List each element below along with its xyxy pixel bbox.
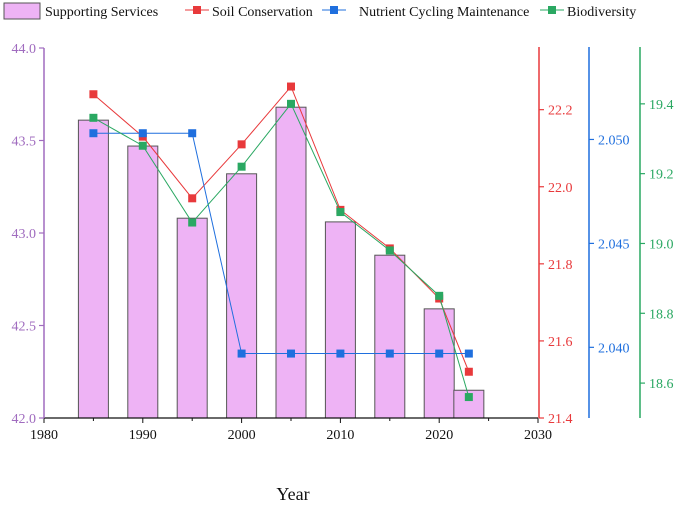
biodiversity-y-tick-label-18.8: 18.8 [649, 307, 674, 322]
legend-label-nutrient-cycling: Nutrient Cycling Maintenance [359, 5, 529, 20]
soil-conservation-y-tick-label-22.2: 22.2 [548, 104, 573, 119]
legend-marker-soil-conservation [193, 6, 201, 14]
point-nutrient-cycling-1985 [89, 129, 98, 138]
point-biodiversity-2010 [336, 208, 345, 217]
point-soil-conservation-1995 [188, 194, 197, 203]
nutrient-cycling-y-tick-label-2.045: 2.045 [598, 237, 630, 252]
point-biodiversity-2000 [237, 162, 246, 171]
x-axis-title: Year [276, 484, 309, 504]
legend-marker-biodiversity [548, 6, 556, 14]
legend-marker-nutrient-cycling [330, 6, 338, 14]
biodiversity-y-tick-label-19.0: 19.0 [649, 237, 674, 252]
point-biodiversity-2015 [385, 246, 394, 255]
soil-conservation-y-tick-label-22.0: 22.0 [548, 181, 573, 196]
legend-label-soil-conservation: Soil Conservation [212, 5, 313, 20]
bars-layer [77, 106, 485, 419]
left-y-tick-label-43.0: 43.0 [12, 227, 37, 242]
point-soil-conservation-1985 [89, 90, 98, 99]
point-nutrient-cycling-2000 [237, 349, 246, 358]
nutrient-cycling-y-tick-label-2.050: 2.050 [598, 133, 630, 148]
point-biodiversity-2023 [464, 393, 473, 402]
legend-label-biodiversity: Biodiversity [567, 5, 636, 20]
nutrient-cycling-y-tick-label-2.040: 2.040 [598, 341, 630, 356]
point-soil-conservation-2005 [287, 82, 295, 91]
biodiversity-y-tick-label-19.2: 19.2 [649, 168, 674, 183]
point-soil-conservation-2023 [464, 367, 473, 376]
bar-supporting-services-1995 [176, 217, 208, 419]
point-nutrient-cycling-2015 [385, 349, 394, 358]
bar-supporting-services-2010 [324, 221, 356, 419]
point-biodiversity-1990 [138, 141, 147, 150]
x-tick-label-2000: 2000 [228, 428, 256, 443]
lines-layer [89, 82, 473, 402]
biodiversity-y-tick-label-18.6: 18.6 [649, 377, 674, 392]
bar-supporting-services-2000 [226, 173, 258, 419]
axes-layer: 1980 1990 2000 2010 2020 2030 42.0 42.5 43.0 43.5… [12, 42, 674, 443]
point-nutrient-cycling-2005 [287, 349, 295, 358]
legend-swatch-supporting-services [3, 2, 41, 20]
left-y-tick-label-42.5: 42.5 [12, 320, 37, 335]
x-tick-label-1990: 1990 [129, 428, 157, 443]
x-tick-label-2010: 2010 [326, 428, 354, 443]
legend: Supporting Services Soil Conservation Nu… [3, 2, 636, 20]
left-y-tick-label-44.0: 44.0 [12, 42, 37, 57]
bar-supporting-services-2005 [275, 106, 307, 419]
point-biodiversity-2005 [287, 99, 295, 108]
bar-supporting-services-2020 [423, 308, 455, 419]
point-nutrient-cycling-1990 [138, 129, 147, 138]
point-nutrient-cycling-2020 [435, 349, 444, 358]
point-soil-conservation-2000 [237, 140, 246, 149]
bar-supporting-services-1985 [77, 119, 109, 419]
soil-conservation-y-tick-label-21.4: 21.4 [548, 412, 573, 427]
legend-label-supporting-services: Supporting Services [45, 5, 158, 20]
x-tick-label-2020: 2020 [425, 428, 453, 443]
point-nutrient-cycling-2023 [464, 349, 473, 358]
point-biodiversity-1985 [89, 113, 98, 122]
point-nutrient-cycling-2010 [336, 349, 345, 358]
point-biodiversity-2020 [435, 291, 444, 300]
x-tick-label-1980: 1980 [30, 428, 58, 443]
point-biodiversity-1995 [188, 218, 197, 227]
x-tick-label-2030: 2030 [524, 428, 552, 443]
point-nutrient-cycling-1995 [188, 129, 197, 138]
bar-supporting-services-2015 [374, 254, 406, 419]
biodiversity-y-tick-label-19.4: 19.4 [649, 98, 674, 113]
left-y-tick-label-43.5: 43.5 [12, 135, 37, 150]
bar-supporting-services-1990 [127, 145, 159, 419]
soil-conservation-y-tick-label-21.6: 21.6 [548, 335, 573, 350]
soil-conservation-y-tick-label-21.8: 21.8 [548, 258, 573, 273]
left-y-tick-label-42.0: 42.0 [12, 412, 37, 427]
